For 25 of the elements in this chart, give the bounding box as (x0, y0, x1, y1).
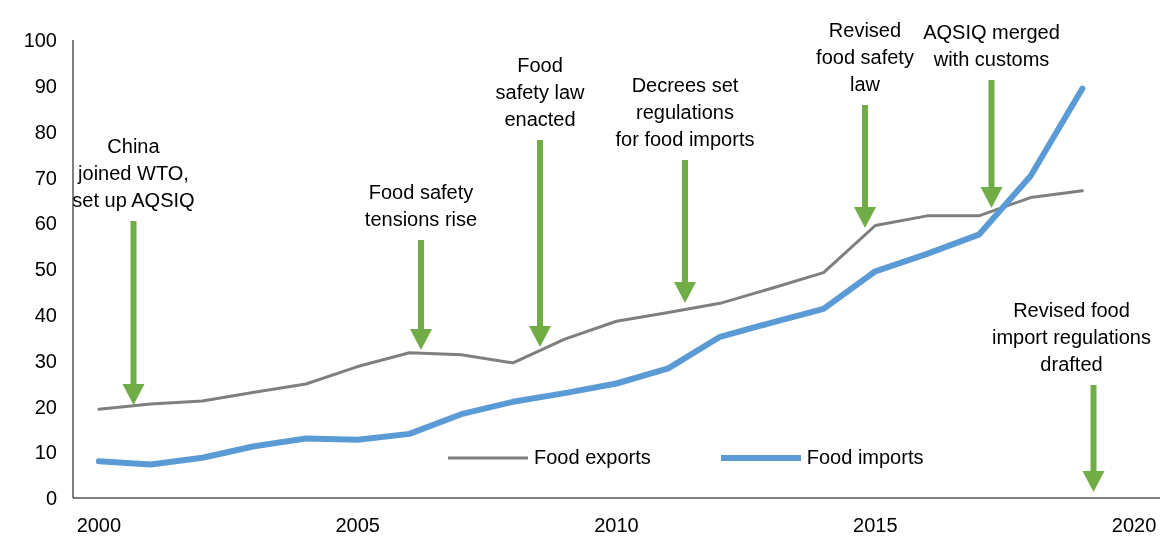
y-tick-label: 10 (34, 441, 57, 464)
annotation: Revised food safety law (816, 19, 914, 95)
legend-label: Food exports (534, 446, 651, 469)
y-tick-label: 80 (34, 120, 57, 143)
y-tick-label: 20 (34, 395, 57, 418)
y-tick-label: 40 (34, 303, 57, 326)
x-tick-label: 2000 (76, 514, 122, 537)
y-tick-label: 50 (34, 258, 57, 281)
x-tick-label: 2020 (1111, 514, 1157, 537)
y-tick-label: 30 (34, 349, 57, 372)
x-tick-label: 2015 (853, 514, 898, 537)
annotation: China joined WTO, set up AQSIQ (72, 135, 195, 211)
x-tick-label: 2010 (594, 514, 639, 537)
annotation: Decrees set regulations for food imports (615, 74, 755, 150)
annotation: AQSIQ merged with customs (923, 21, 1060, 70)
y-tick-label: 70 (34, 166, 57, 189)
annotation: Food safety law enacted (495, 54, 586, 130)
annotation: Revised food import regulations drafted (992, 299, 1151, 375)
annotation: Food safety tensions rise (364, 181, 478, 230)
x-tick-label: 2005 (335, 514, 380, 537)
y-tick-label: 60 (34, 212, 57, 235)
y-tick-label: 100 (23, 29, 57, 52)
y-tick-label: 90 (34, 74, 57, 97)
legend-label: Food imports (806, 446, 924, 469)
y-tick-label: 0 (45, 487, 57, 510)
